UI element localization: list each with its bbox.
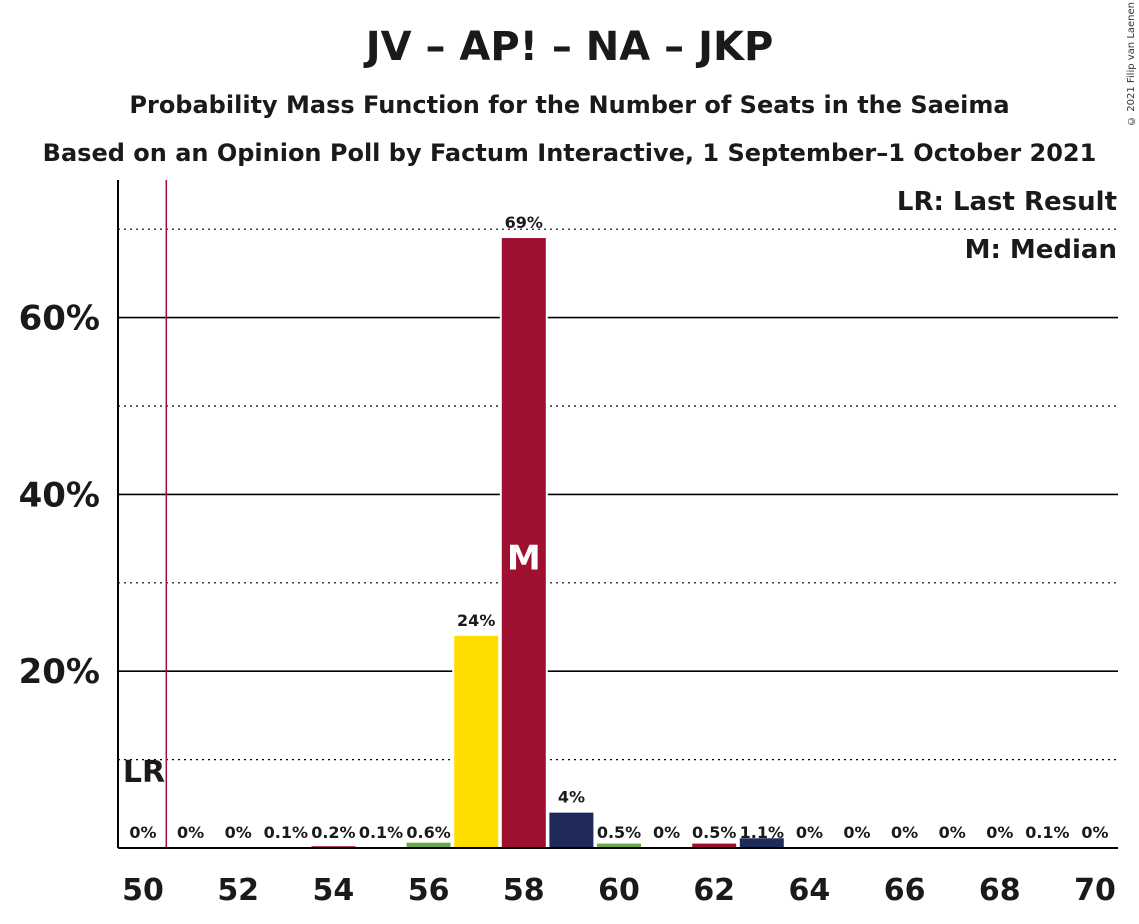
- x-tick-60: 60: [598, 873, 640, 908]
- last-result-marker: LR: [123, 755, 165, 790]
- value-label-seat-62: 0.5%: [692, 823, 736, 842]
- value-label-seat-54: 0.2%: [311, 823, 355, 842]
- bar-seat-56: [406, 842, 451, 848]
- x-tick-62: 62: [693, 873, 735, 908]
- x-tick-70: 70: [1074, 873, 1116, 908]
- value-label-seat-61: 0%: [653, 823, 680, 842]
- y-tick-40: 40%: [19, 475, 100, 515]
- legend-median: M: Median: [965, 235, 1117, 265]
- y-tick-20: 20%: [19, 652, 100, 692]
- y-tick-labels: 20% 40% 60%: [19, 299, 100, 693]
- bar-seat-60: [597, 843, 641, 848]
- x-tick-58: 58: [503, 873, 545, 908]
- chart-subtitle-source: Based on an Opinion Poll by Factum Inter…: [42, 139, 1097, 167]
- value-label-seat-68: 0%: [986, 823, 1013, 842]
- x-tick-labels: 50 52 54 56 58 60 62 64 66 68 70: [122, 873, 1116, 908]
- value-label-seat-60: 0.5%: [597, 823, 641, 842]
- legend-last-result: LR: Last Result: [897, 187, 1117, 217]
- value-label-seat-67: 0%: [939, 823, 966, 842]
- x-tick-54: 54: [313, 873, 355, 908]
- y-tick-60: 60%: [19, 299, 100, 339]
- value-label-seat-69: 0.1%: [1025, 823, 1069, 842]
- median-marker: M: [507, 539, 541, 579]
- value-label-seat-66: 0%: [891, 823, 918, 842]
- bar-seat-58: [499, 236, 548, 851]
- value-label-seat-65: 0%: [843, 823, 870, 842]
- value-label-seat-52: 0%: [225, 823, 252, 842]
- value-label-seat-56: 0.6%: [406, 823, 450, 842]
- value-label-seat-59: 4%: [558, 788, 585, 807]
- value-label-seat-53: 0.1%: [264, 823, 308, 842]
- x-tick-68: 68: [979, 873, 1021, 908]
- gridlines: [118, 228, 1118, 761]
- chart-title: JV – AP! – NA – JKP: [365, 24, 774, 70]
- x-tick-64: 64: [789, 873, 831, 908]
- bar-seat-62: [692, 843, 737, 848]
- value-label-seat-55: 0.1%: [359, 823, 403, 842]
- axes: LR: [117, 180, 1118, 849]
- bars: [263, 236, 1070, 851]
- bar-seat-59: [549, 812, 594, 848]
- value-label-seat-63: 1.1%: [740, 823, 784, 842]
- x-tick-56: 56: [408, 873, 450, 908]
- x-tick-66: 66: [884, 873, 926, 908]
- value-labels: 0% 0% 0% 0.1% 0.2% 0.1% 0.6%24%69%M4%0.5% 0% 0.5…: [129, 213, 1108, 842]
- value-label-seat-51: 0%: [177, 823, 204, 842]
- value-label-seat-64: 0%: [796, 823, 823, 842]
- value-label-seat-57: 24%: [457, 611, 495, 630]
- value-label-seat-58: 69%: [505, 213, 543, 232]
- bar-seat-57: [452, 633, 501, 851]
- bar-seat-63: [739, 838, 784, 848]
- chart-subtitle: Probability Mass Function for the Number…: [129, 91, 1010, 119]
- x-tick-50: 50: [122, 873, 164, 908]
- value-label-seat-50: 0%: [129, 823, 156, 842]
- value-label-seat-70: 0%: [1081, 823, 1108, 842]
- x-tick-52: 52: [217, 873, 259, 908]
